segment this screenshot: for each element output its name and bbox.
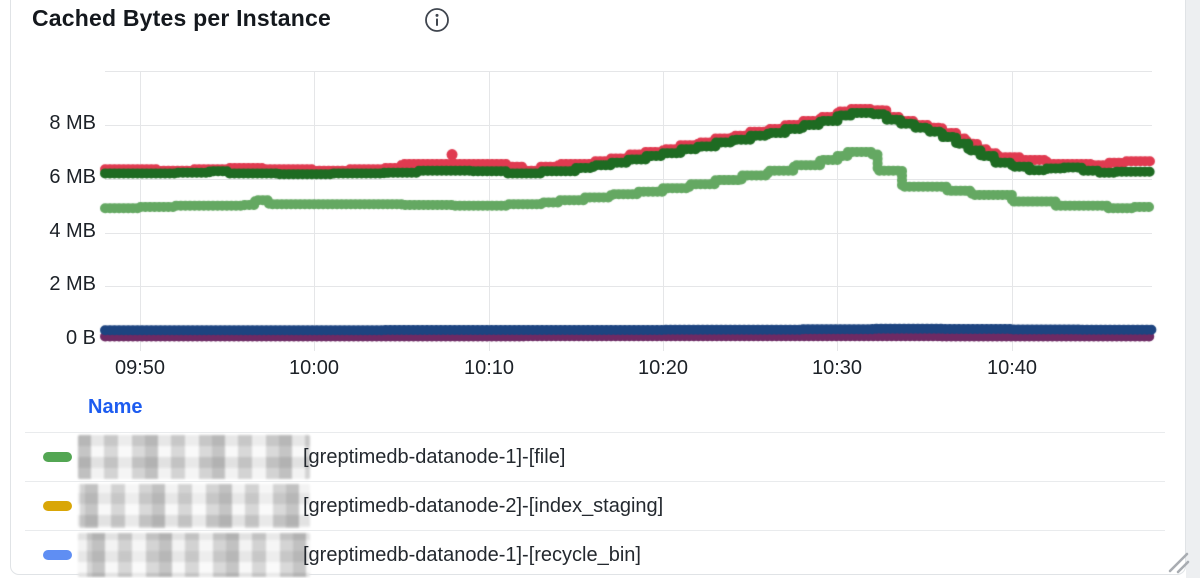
legend-row[interactable]: [greptimedb-datanode-2]-[index_staging] <box>25 481 1165 530</box>
legend-series-label: [greptimedb-datanode-1]-[file] <box>303 446 566 468</box>
info-icon[interactable] <box>423 6 451 34</box>
redacted-series-prefix <box>78 484 310 528</box>
resize-handle[interactable] <box>1167 551 1191 578</box>
legend-row[interactable]: [greptimedb-datanode-1]-[file] <box>25 432 1165 481</box>
legend-rows: [greptimedb-datanode-1]-[file] [greptimed… <box>25 432 1165 578</box>
legend-series-label: [greptimedb-datanode-2]-[index_staging] <box>303 495 664 517</box>
legend-row[interactable]: [greptimedb-datanode-1]-[recycle_bin] <box>25 530 1165 578</box>
redacted-series-prefix <box>78 435 310 479</box>
series-color-pill-icon <box>43 452 72 462</box>
redacted-series-prefix <box>78 533 310 577</box>
series-color-pill-icon <box>43 550 72 560</box>
legend-series-label: [greptimedb-datanode-1]-[recycle_bin] <box>303 544 641 566</box>
legend-header-name[interactable]: Name <box>88 396 143 418</box>
panel-title[interactable]: Cached Bytes per Instance <box>32 5 332 31</box>
series-color-pill-icon <box>43 501 72 511</box>
